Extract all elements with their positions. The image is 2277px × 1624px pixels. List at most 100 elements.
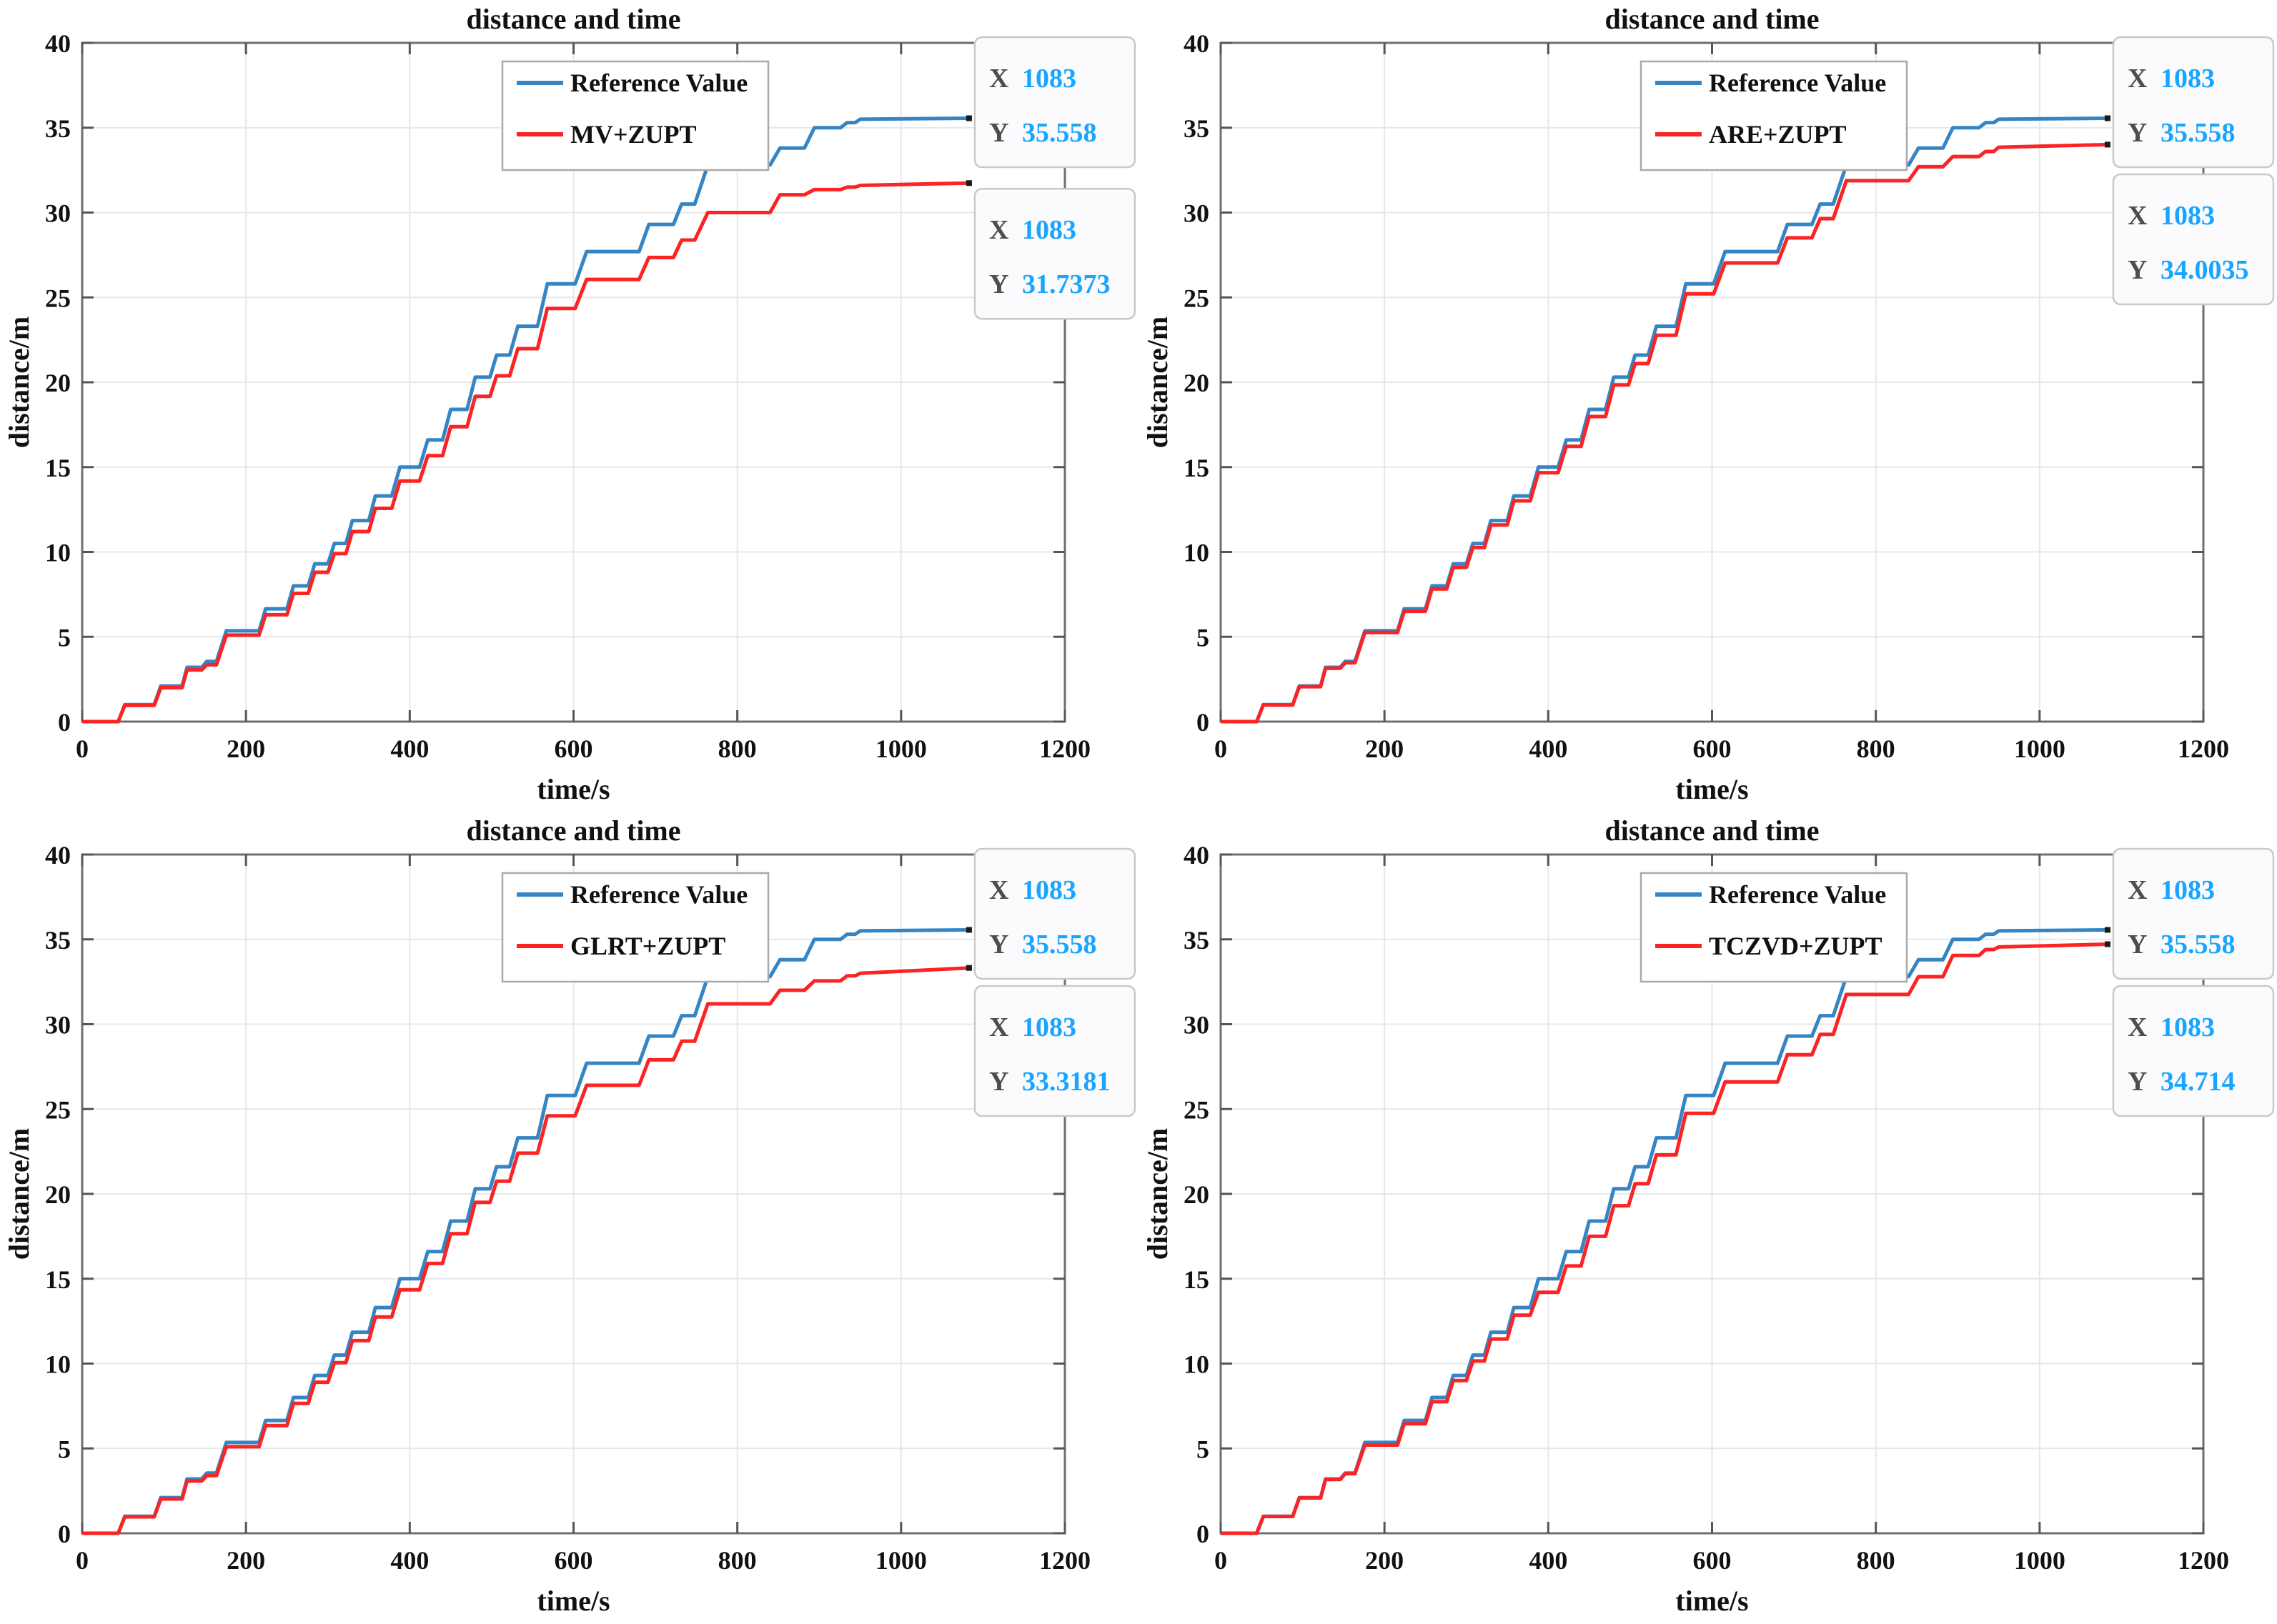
datatip-x-label: X [2128, 64, 2147, 94]
series-are-zupt[interactable] [1221, 142, 2108, 724]
chart-panel-glrt-zupt: 0 200 400 600 800 1000 1200 0 5 10 15 20 25 30 35 40 dis… [0, 812, 1138, 1624]
x-tick-label: 1200 [2178, 1546, 2229, 1575]
legend[interactable]: Reference Value MV+ZUPT [501, 60, 770, 171]
series-reference-value[interactable] [1221, 116, 2108, 724]
legend-item[interactable]: GLRT+ZUPT [517, 932, 725, 960]
datatip[interactable]: X 1083 Y 31.7373 [973, 187, 1136, 320]
series-mv-zupt[interactable] [82, 181, 969, 724]
legend-box[interactable] [501, 60, 770, 171]
datatip[interactable]: X 1083 Y 34.0035 [2112, 173, 2275, 306]
y-tick-label: 20 [45, 1180, 71, 1209]
datatip-x-label: X [989, 875, 1008, 905]
datatip-x-label: X [989, 1012, 1008, 1042]
series-glrt-zupt[interactable] [82, 966, 970, 1535]
datatip-box[interactable] [973, 187, 1136, 320]
datatip-box[interactable] [2112, 847, 2275, 980]
y-tick-label: 0 [58, 708, 71, 737]
datatip-x-value: 1083 [1022, 875, 1076, 905]
datatip-box[interactable] [973, 985, 1136, 1117]
x-tick-label: 0 [1214, 734, 1227, 763]
x-tick-label: 200 [1365, 734, 1404, 763]
y-tick-label: 40 [45, 29, 71, 58]
legend-item[interactable]: Reference Value [1655, 880, 1886, 909]
legend-label: TCZVD+ZUPT [1709, 932, 1882, 960]
datatip-x-value: 1083 [1022, 215, 1076, 245]
legend-label: Reference Value [570, 69, 748, 97]
y-tick-label: 30 [1184, 1011, 1209, 1040]
chart-glrt-zupt: 0 200 400 600 800 1000 1200 0 5 10 15 20 25 30 35 40 dis… [3, 815, 1136, 1617]
legend[interactable]: Reference Value GLRT+ZUPT [501, 872, 770, 983]
datatip-y-value: 35.558 [1022, 930, 1097, 960]
datatip-anchor-marker [2104, 141, 2110, 148]
datatip-box[interactable] [973, 847, 1136, 980]
x-tick-label: 400 [390, 1546, 429, 1575]
y-tick-label: 30 [1184, 199, 1209, 228]
legend-label: ARE+ZUPT [1709, 120, 1847, 149]
datatip-y-value: 34.0035 [2161, 255, 2249, 285]
legend-box[interactable] [1639, 872, 1908, 983]
y-tick-label: 25 [45, 1095, 71, 1124]
datatip-anchor-marker [2104, 927, 2110, 933]
y-tick-label: 20 [1184, 1180, 1209, 1209]
datatip-y-value: 31.7373 [1022, 269, 1111, 299]
datatip-y-label: Y [2128, 118, 2147, 148]
datatip-x-value: 1083 [2161, 201, 2215, 231]
chart-title: distance and time [1605, 815, 1820, 847]
legend-item[interactable]: ARE+ZUPT [1655, 120, 1847, 149]
legend-item[interactable]: TCZVD+ZUPT [1655, 932, 1882, 960]
x-tick-label: 400 [1529, 734, 1567, 763]
datatip[interactable]: X 1083 Y 33.3181 [973, 985, 1136, 1117]
chart-panel-tczvd-zupt: 0 200 400 600 800 1000 1200 0 5 10 15 20 25 30 35 40 dis… [1138, 812, 2277, 1624]
datatip-anchor-marker [2104, 941, 2110, 947]
x-tick-label: 600 [555, 734, 593, 763]
series-reference-value[interactable] [1221, 928, 2108, 1535]
datatip-y-label: Y [989, 1067, 1008, 1097]
legend-item[interactable]: Reference Value [517, 880, 748, 909]
series-reference-value[interactable] [82, 116, 969, 724]
datatip-anchor-marker [2104, 115, 2110, 121]
y-tick-label: 30 [45, 1011, 71, 1040]
x-tick-label: 800 [1857, 734, 1895, 763]
y-tick-label: 40 [1184, 29, 1209, 58]
y-tick-label: 30 [45, 199, 71, 228]
y-tick-label: 25 [1184, 284, 1209, 312]
datatip-box[interactable] [2112, 36, 2275, 169]
datatip-box[interactable] [2112, 173, 2275, 306]
datatip-x-value: 1083 [2161, 1012, 2215, 1042]
y-tick-label: 10 [45, 539, 71, 567]
datatip[interactable]: X 1083 Y 35.558 [973, 847, 1136, 980]
legend-item[interactable]: MV+ZUPT [517, 120, 697, 149]
datatip-x-value: 1083 [2161, 875, 2215, 905]
datatip-box[interactable] [2112, 985, 2275, 1117]
y-tick-label: 10 [45, 1350, 71, 1379]
datatip-y-label: Y [989, 930, 1008, 960]
datatip-box[interactable] [973, 36, 1136, 169]
x-tick-label: 1000 [2014, 1546, 2065, 1575]
datatip-y-label: Y [2128, 930, 2147, 960]
datatip-y-label: Y [989, 269, 1008, 299]
legend-box[interactable] [501, 872, 770, 983]
legend-item[interactable]: Reference Value [1655, 69, 1886, 97]
datatip-x-label: X [2128, 201, 2147, 231]
legend-box[interactable] [1639, 60, 1908, 171]
legend[interactable]: Reference Value TCZVD+ZUPT [1639, 872, 1908, 983]
y-tick-label: 10 [1184, 539, 1209, 567]
chart-title: distance and time [1605, 3, 1820, 35]
datatip[interactable]: X 1083 Y 35.558 [973, 36, 1136, 169]
x-axis-label: time/s [537, 1585, 610, 1617]
legend-item[interactable]: Reference Value [517, 69, 748, 97]
y-tick-label: 15 [45, 1265, 71, 1294]
legend[interactable]: Reference Value ARE+ZUPT [1639, 60, 1908, 171]
y-tick-label: 35 [1184, 114, 1209, 143]
series-tczvd-zupt[interactable] [1221, 942, 2108, 1535]
datatip[interactable]: X 1083 Y 35.558 [2112, 36, 2275, 169]
datatip-anchor-marker [966, 180, 972, 186]
x-tick-label: 200 [1365, 1546, 1404, 1575]
datatip[interactable]: X 1083 Y 35.558 [2112, 847, 2275, 980]
datatip[interactable]: X 1083 Y 34.714 [2112, 985, 2275, 1117]
series-reference-value[interactable] [82, 928, 969, 1535]
y-tick-label: 20 [1184, 369, 1209, 397]
y-axis-label: distance/m [3, 1128, 35, 1260]
legend-label: Reference Value [1709, 880, 1886, 909]
